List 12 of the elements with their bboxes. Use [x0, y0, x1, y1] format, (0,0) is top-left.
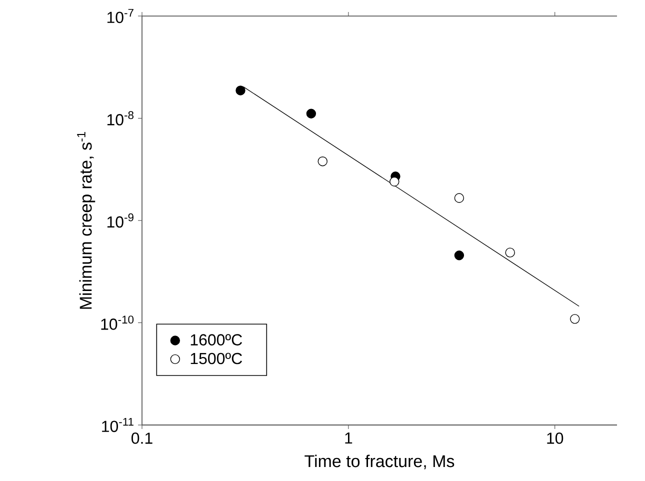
x-tick-label: 0.1 — [132, 432, 152, 444]
x-tick-label: 1 — [345, 432, 352, 444]
x-axis-title: Time to fracture, Ms — [304, 454, 454, 470]
legend-label: 1600ºC — [190, 334, 242, 346]
legend-label: 1500ºC — [190, 352, 242, 364]
x-tick-label: 10 — [547, 432, 564, 444]
y-tick-label: 10$^{-10}$ — [101, 316, 134, 330]
y-tick-label: 10$^{-7}$ — [107, 8, 134, 24]
y-tick-label: 10$^{-8}$ — [107, 111, 134, 126]
y-axis-title: Minimum creep rate, s$^{-1}$ — [77, 132, 96, 309]
y-tick-label: 10$^{-9}$ — [107, 213, 134, 228]
y-tick-label: 10$^{-11}$ — [102, 418, 134, 432]
